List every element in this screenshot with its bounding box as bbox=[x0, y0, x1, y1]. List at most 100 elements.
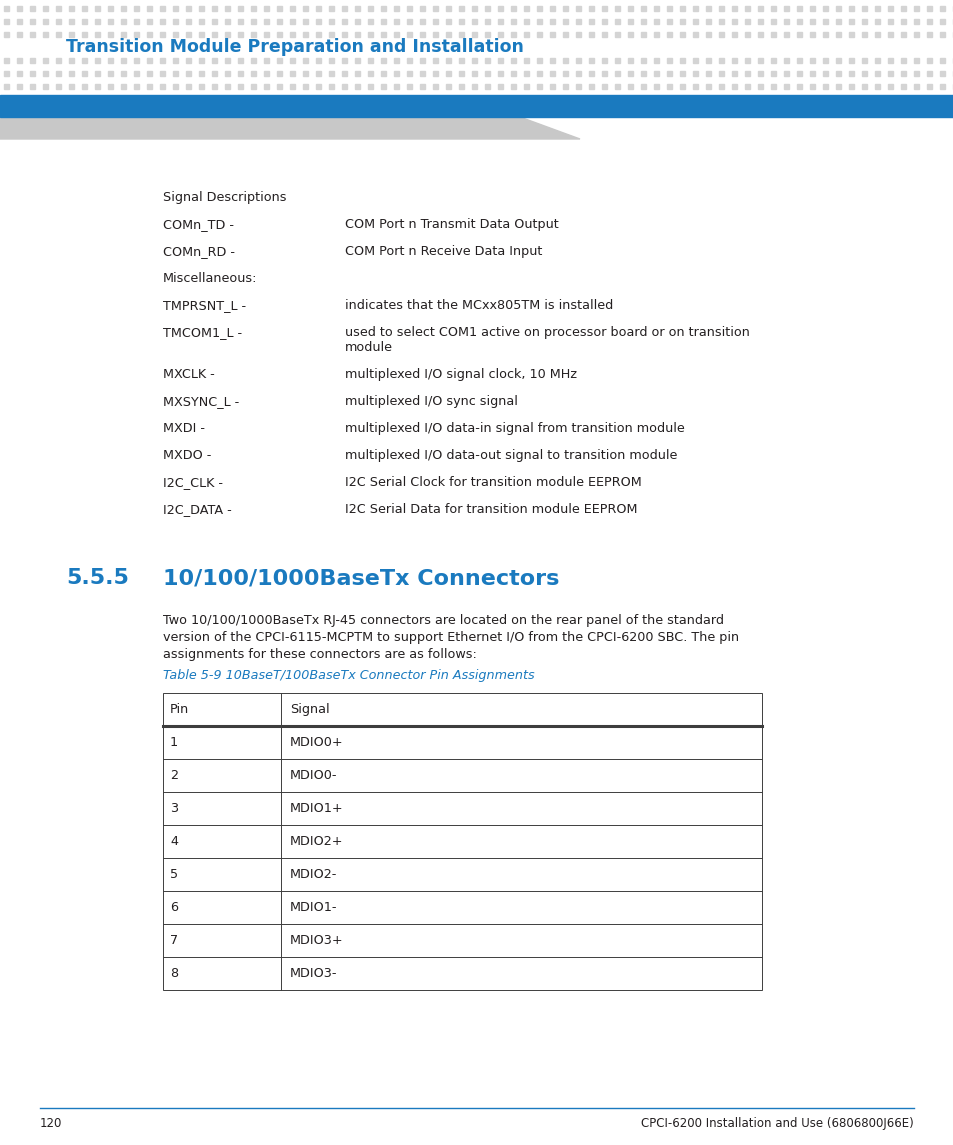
Text: COMn_RD -: COMn_RD - bbox=[163, 245, 234, 258]
Bar bbox=[212, 58, 216, 63]
Bar bbox=[576, 6, 580, 11]
Text: Miscellaneous:: Miscellaneous: bbox=[163, 273, 257, 285]
Bar bbox=[133, 71, 139, 76]
Text: 7: 7 bbox=[170, 934, 178, 947]
Text: I2C_DATA -: I2C_DATA - bbox=[163, 503, 232, 516]
Bar bbox=[719, 58, 723, 63]
Bar bbox=[407, 6, 412, 11]
Bar bbox=[588, 84, 594, 89]
Bar bbox=[627, 32, 633, 37]
Text: TMPRSNT_L -: TMPRSNT_L - bbox=[163, 299, 246, 311]
Bar bbox=[380, 19, 386, 24]
Bar bbox=[56, 58, 61, 63]
Bar bbox=[601, 84, 606, 89]
Bar bbox=[160, 58, 165, 63]
Bar bbox=[848, 71, 853, 76]
Bar bbox=[341, 6, 347, 11]
Bar bbox=[95, 19, 100, 24]
Bar bbox=[4, 58, 9, 63]
Bar bbox=[615, 58, 619, 63]
Text: multiplexed I/O data-out signal to transition module: multiplexed I/O data-out signal to trans… bbox=[345, 449, 677, 461]
Text: MDIO1-: MDIO1- bbox=[290, 901, 337, 914]
Bar bbox=[160, 19, 165, 24]
Bar bbox=[43, 84, 48, 89]
Bar bbox=[458, 71, 463, 76]
Bar bbox=[913, 6, 918, 11]
Bar bbox=[679, 84, 684, 89]
Text: 5: 5 bbox=[170, 868, 178, 881]
Bar bbox=[640, 19, 645, 24]
Bar bbox=[705, 19, 710, 24]
Bar bbox=[770, 6, 775, 11]
Bar bbox=[160, 32, 165, 37]
Bar bbox=[225, 19, 230, 24]
Bar bbox=[419, 71, 424, 76]
Bar bbox=[654, 32, 659, 37]
Bar bbox=[315, 6, 320, 11]
Bar bbox=[4, 19, 9, 24]
Bar bbox=[484, 58, 490, 63]
Bar bbox=[758, 84, 762, 89]
Bar bbox=[719, 71, 723, 76]
Bar bbox=[497, 58, 502, 63]
Text: 10/100/1000BaseTx Connectors: 10/100/1000BaseTx Connectors bbox=[163, 568, 558, 589]
Bar bbox=[511, 32, 516, 37]
Text: version of the CPCI-6115-MCPTM to support Ethernet I/O from the CPCI-6200 SBC. T: version of the CPCI-6115-MCPTM to suppor… bbox=[163, 631, 739, 643]
Bar bbox=[4, 6, 9, 11]
Bar bbox=[108, 6, 112, 11]
Bar bbox=[108, 84, 112, 89]
Bar bbox=[56, 6, 61, 11]
Bar bbox=[758, 32, 762, 37]
Bar bbox=[212, 19, 216, 24]
Bar bbox=[329, 58, 334, 63]
Text: I2C Serial Clock for transition module EEPROM: I2C Serial Clock for transition module E… bbox=[345, 476, 641, 489]
Bar bbox=[69, 6, 74, 11]
Bar bbox=[692, 32, 698, 37]
Bar bbox=[627, 19, 633, 24]
Bar bbox=[133, 58, 139, 63]
Bar bbox=[562, 19, 567, 24]
Bar bbox=[731, 58, 737, 63]
Bar bbox=[95, 58, 100, 63]
Bar bbox=[368, 6, 373, 11]
Bar bbox=[576, 19, 580, 24]
Bar bbox=[290, 19, 294, 24]
Bar bbox=[952, 84, 953, 89]
Bar bbox=[237, 58, 243, 63]
Bar bbox=[458, 19, 463, 24]
Bar bbox=[913, 84, 918, 89]
Bar bbox=[588, 6, 594, 11]
Bar bbox=[458, 58, 463, 63]
Bar bbox=[822, 84, 827, 89]
Text: CPCI-6200 Installation and Use (6806800J66E): CPCI-6200 Installation and Use (6806800J… bbox=[640, 1118, 913, 1130]
Bar bbox=[355, 32, 359, 37]
Bar bbox=[355, 71, 359, 76]
Bar bbox=[133, 19, 139, 24]
Bar bbox=[419, 84, 424, 89]
Bar bbox=[69, 58, 74, 63]
Bar bbox=[380, 32, 386, 37]
Text: Transition Module Preparation and Installation: Transition Module Preparation and Instal… bbox=[66, 38, 523, 56]
Bar bbox=[835, 6, 841, 11]
Bar bbox=[952, 6, 953, 11]
Text: 6: 6 bbox=[170, 901, 178, 914]
Bar bbox=[796, 6, 801, 11]
Bar bbox=[615, 32, 619, 37]
Bar bbox=[874, 58, 879, 63]
Bar bbox=[783, 84, 788, 89]
Bar bbox=[394, 19, 398, 24]
Bar bbox=[783, 19, 788, 24]
Bar bbox=[251, 6, 255, 11]
Bar bbox=[615, 19, 619, 24]
Bar bbox=[419, 6, 424, 11]
Bar bbox=[341, 32, 347, 37]
Bar bbox=[588, 19, 594, 24]
Bar bbox=[744, 58, 749, 63]
Text: multiplexed I/O sync signal: multiplexed I/O sync signal bbox=[345, 395, 517, 408]
Bar bbox=[380, 71, 386, 76]
Bar bbox=[264, 58, 269, 63]
Bar bbox=[939, 71, 944, 76]
Bar bbox=[952, 32, 953, 37]
Bar bbox=[290, 71, 294, 76]
Bar bbox=[705, 6, 710, 11]
